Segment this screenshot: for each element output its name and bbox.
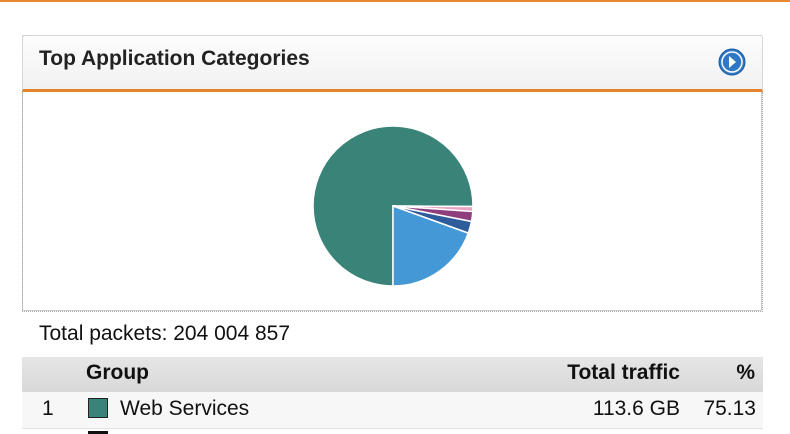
rank: 1: [42, 397, 54, 420]
table-row[interactable]: [22, 392, 763, 429]
group-name: Web Services: [120, 397, 250, 420]
panel-title: Top Application Categories: [39, 47, 310, 70]
column-header: Group: [86, 361, 149, 384]
color-swatch: [88, 431, 108, 434]
table-header: [22, 357, 763, 392]
panel-header: [22, 35, 763, 92]
traffic: 113.6 GB: [592, 397, 680, 420]
top-border: [0, 0, 790, 2]
column-header: Total traffic: [567, 361, 680, 384]
total-packets: Total packets: 204 004 857: [39, 322, 291, 345]
column-header: %: [736, 361, 755, 384]
pie-slice: [392, 204, 470, 287]
color-swatch: [88, 398, 108, 418]
chart-area: [22, 92, 763, 312]
more-button[interactable]: [718, 48, 746, 76]
percent: 75.13: [703, 397, 756, 420]
pie-chart: [312, 125, 474, 287]
